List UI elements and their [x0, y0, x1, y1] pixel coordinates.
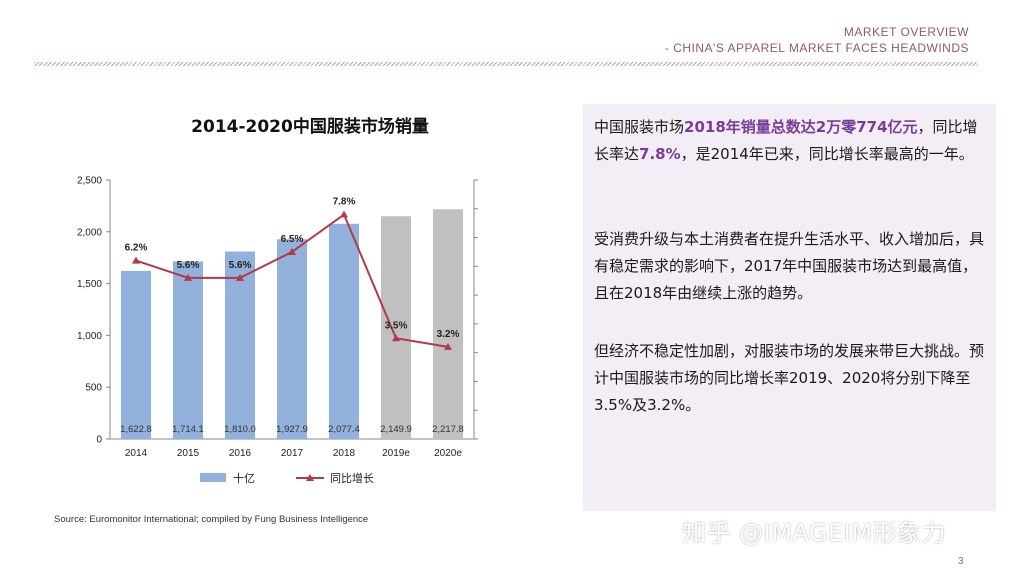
bar — [277, 239, 307, 439]
growth-point — [236, 273, 244, 281]
bar — [173, 261, 203, 439]
header-subtitle: - CHINA'S APPAREL MARKET FACES HEADWINDS — [664, 41, 969, 55]
left-axis-tick-label: 0 — [96, 435, 102, 446]
commentary-paragraph-2: 受消费升级与本土消费者在提升生活水平、收入增加后，具有稳定需求的影响下，2017… — [594, 230, 985, 302]
left-axis-tick-label: 2,000 — [77, 227, 102, 238]
legend-line-marker — [306, 474, 314, 481]
x-axis-tick-label: 2019e — [382, 448, 410, 459]
header-title: MARKET OVERVIEW — [843, 25, 969, 39]
bar-value-label: 2,217.8 — [432, 424, 464, 435]
x-axis-tick-label: 2014 — [125, 448, 148, 459]
bar-value-label: 1,714.1 — [172, 424, 204, 435]
bar-value-label: 1,927.9 — [276, 424, 308, 435]
bar — [225, 251, 255, 439]
growth-value-label: 6.2% — [125, 243, 148, 254]
bar-value-label: 1,622.8 — [120, 424, 152, 435]
page-number: 3 — [958, 556, 964, 567]
left-axis-tick-label: 1,000 — [77, 331, 102, 342]
commentary-paragraph-1: 中国服装市场2018年销量总数达2万零774亿元，同比增长率达7.8%，是201… — [594, 118, 978, 163]
chart-title: 2014-2020中国服装市场销量 — [191, 117, 429, 137]
bar-value-label: 1,810.0 — [224, 424, 256, 435]
highlight-sales-total: 2018年销量总数达2万零774亿元 — [684, 118, 918, 136]
left-axis-tick-label: 1,500 — [77, 279, 102, 290]
growth-point — [132, 256, 140, 264]
growth-point — [288, 247, 296, 255]
left-axis-tick-label: 2,500 — [77, 176, 102, 187]
growth-point — [184, 273, 192, 281]
legend-bar-label: 十亿 — [233, 471, 255, 485]
growth-value-label: 5.6% — [229, 260, 252, 271]
growth-point — [392, 334, 400, 342]
highlight-growth-rate: 7.8% — [639, 145, 681, 163]
bar — [121, 270, 151, 439]
x-axis-tick-label: 2018 — [333, 448, 356, 459]
x-axis-tick-label: 2017 — [281, 448, 304, 459]
bar — [433, 209, 463, 439]
growth-value-label: 3.2% — [437, 329, 460, 340]
legend-bar-swatch — [200, 473, 226, 482]
growth-value-label: 6.5% — [281, 234, 304, 245]
growth-value-label: 3.5% — [385, 320, 408, 331]
x-axis-tick-label: 2020e — [434, 448, 462, 459]
x-axis-tick-label: 2016 — [229, 448, 252, 459]
bar-value-label: 2,077.4 — [328, 424, 360, 435]
x-axis-tick-label: 2015 — [177, 448, 200, 459]
header-divider — [34, 62, 978, 66]
commentary-paragraph-3: 但经济不稳定性加剧，对服装市场的发展来带巨大挑战。预计中国服装市场的同比增长率2… — [594, 342, 985, 414]
bar — [381, 216, 411, 439]
sales-chart: 05001,0001,5002,0002,5000%1%2%3%4%5%6%7%… — [77, 176, 478, 485]
growth-value-label: 7.8% — [333, 197, 356, 208]
bar-value-label: 2,149.9 — [380, 424, 412, 435]
growth-point — [340, 210, 348, 218]
growth-point — [444, 342, 452, 350]
growth-value-label: 5.6% — [177, 260, 200, 271]
watermark: 知乎 @IMAGEIM形象力 — [682, 519, 946, 547]
bar — [329, 223, 359, 439]
chart-source: Source: Euromonitor International; compi… — [54, 514, 369, 525]
legend-line-label: 同比增长 — [330, 471, 374, 485]
commentary-panel: 中国服装市场2018年销量总数达2万零774亿元，同比增长率达7.8%，是201… — [583, 104, 996, 511]
left-axis-tick-label: 500 — [85, 383, 102, 394]
